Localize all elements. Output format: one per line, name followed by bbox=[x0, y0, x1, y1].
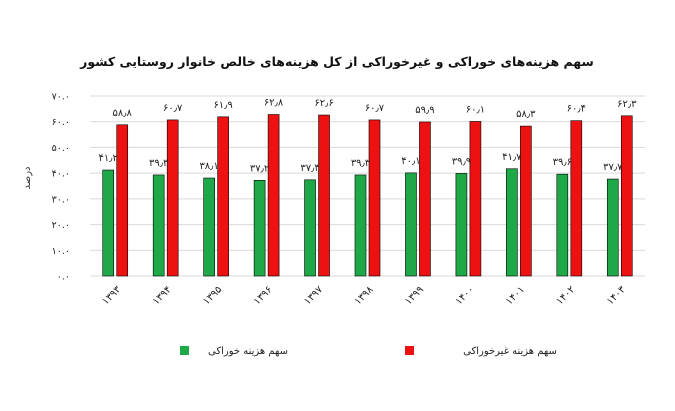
data-label: ۶۲٫۳ bbox=[617, 99, 637, 110]
y-tick-label: ۴۰.۰ bbox=[52, 169, 70, 180]
x-tick-label: ۱۳۹۸ bbox=[353, 284, 376, 307]
bar-food bbox=[304, 179, 316, 277]
x-tick-label: ۱۳۹۴ bbox=[151, 284, 174, 307]
legend: سهم هزینه خوراکی سهم هزینه غیرخوراکی bbox=[180, 346, 557, 357]
data-label: ۳۷٫۷ bbox=[603, 162, 623, 173]
bar-food bbox=[506, 168, 518, 277]
data-label: ۶۰٫۴ bbox=[567, 104, 586, 115]
y-tick-label: ۰.۰ bbox=[57, 272, 70, 283]
data-label: ۴۱٫۷ bbox=[502, 152, 522, 163]
y-tick-label: ۲۰.۰ bbox=[52, 220, 70, 231]
x-tick-label: ۱۳۹۶ bbox=[252, 284, 275, 307]
bar-nonfood bbox=[570, 120, 583, 277]
legend-swatch bbox=[180, 346, 189, 355]
data-label: ۳۸٫۱ bbox=[199, 161, 218, 172]
data-label: ۴۰٫۱ bbox=[401, 156, 420, 167]
x-axis-ticks: ۱۳۹۳ ۱۳۹۴ ۱۳۹۵ ۱۳۹۶ ۱۳۹۷ ۱۳۹۸ ۱۳۹۹ ۱۴۰۰ ۱۴۰۱ ۱۴۰۲… bbox=[100, 284, 628, 307]
x-tick-label: ۱۳۹۷ bbox=[302, 284, 325, 307]
data-label: ۳۹٫۳ bbox=[351, 158, 371, 169]
bar-food bbox=[152, 174, 165, 277]
data-label: ۶۰٫۷ bbox=[365, 103, 385, 114]
bar-nonfood bbox=[166, 119, 179, 277]
bar-food bbox=[253, 180, 266, 277]
x-tick-label: ۱۴۰۰ bbox=[454, 284, 477, 307]
bar-nonfood bbox=[419, 121, 431, 277]
legend-label: سهم هزینه غیرخوراکی bbox=[463, 346, 557, 357]
bar-nonfood bbox=[368, 119, 381, 277]
bar-nonfood bbox=[469, 121, 482, 277]
data-labels: ۴۱٫۲ ۵۸٫۸ ۳۹٫۳ ۶۰٫۷ ۳۸٫۱ ۶۱٫۹ ۳۷٫۲ ۶۲٫۸ ۳۷٫۴ ۶۲٫۶… bbox=[99, 98, 638, 175]
data-label: ۳۹٫۳ bbox=[149, 158, 169, 169]
y-tick-label: ۷۰.۰ bbox=[52, 92, 70, 103]
bar-nonfood bbox=[217, 116, 229, 277]
legend-swatch bbox=[405, 346, 414, 355]
bar-nonfood bbox=[620, 115, 633, 277]
chart-title: سهم هزینه‌های خوراکی و غیرخوراکی از کل ه… bbox=[79, 54, 594, 69]
data-label: ۵۸٫۳ bbox=[516, 109, 536, 120]
x-tick-label: ۱۴۰۱ bbox=[504, 284, 527, 307]
data-label: ۶۱٫۹ bbox=[213, 100, 232, 111]
y-tick-label: ۳۰.۰ bbox=[52, 194, 70, 205]
data-label: ۶۲٫۸ bbox=[264, 98, 284, 109]
y-axis-ticks: ۰.۰ ۱۰.۰ ۲۰.۰ ۳۰.۰ ۴۰.۰ ۵۰.۰ ۶۰.۰ ۷۰.۰ bbox=[52, 92, 70, 283]
y-tick-label: ۵۰.۰ bbox=[52, 143, 70, 154]
bars bbox=[102, 114, 633, 277]
data-label: ۶۰٫۱ bbox=[466, 104, 485, 115]
grid-lines bbox=[90, 95, 645, 277]
legend-label: سهم هزینه خوراکی bbox=[208, 346, 288, 357]
bar-food bbox=[455, 173, 468, 277]
bar-food bbox=[606, 178, 619, 277]
data-label: ۳۹٫۹ bbox=[452, 156, 471, 167]
data-label: ۶۰٫۷ bbox=[163, 103, 183, 114]
data-label: ۵۹٫۹ bbox=[415, 105, 434, 116]
bar-nonfood bbox=[520, 125, 532, 277]
bar-nonfood bbox=[267, 114, 280, 277]
data-label: ۳۹٫۶ bbox=[553, 157, 572, 168]
data-label: ۳۷٫۲ bbox=[250, 163, 269, 174]
x-tick-label: ۱۳۹۹ bbox=[403, 284, 426, 307]
data-label: ۳۷٫۴ bbox=[300, 163, 319, 174]
data-label: ۴۱٫۲ bbox=[99, 153, 118, 164]
x-tick-label: ۱۴۰۲ bbox=[554, 284, 577, 307]
bar-nonfood bbox=[318, 114, 330, 277]
y-tick-label: ۶۰.۰ bbox=[52, 117, 70, 128]
x-tick-label: ۱۳۹۵ bbox=[201, 284, 224, 307]
y-axis-label: درصد bbox=[22, 166, 33, 189]
bar-food bbox=[102, 169, 115, 277]
bar-food bbox=[203, 177, 215, 277]
bar-food bbox=[405, 172, 417, 277]
x-tick-label: ۱۴۰۳ bbox=[605, 284, 628, 307]
bar-food bbox=[354, 174, 367, 277]
bar-nonfood bbox=[116, 124, 129, 277]
data-label: ۵۸٫۸ bbox=[113, 108, 133, 119]
data-label: ۶۲٫۶ bbox=[314, 98, 333, 109]
bar-food bbox=[556, 173, 569, 277]
y-tick-label: ۱۰.۰ bbox=[52, 246, 70, 257]
x-tick-label: ۱۳۹۳ bbox=[100, 284, 123, 307]
